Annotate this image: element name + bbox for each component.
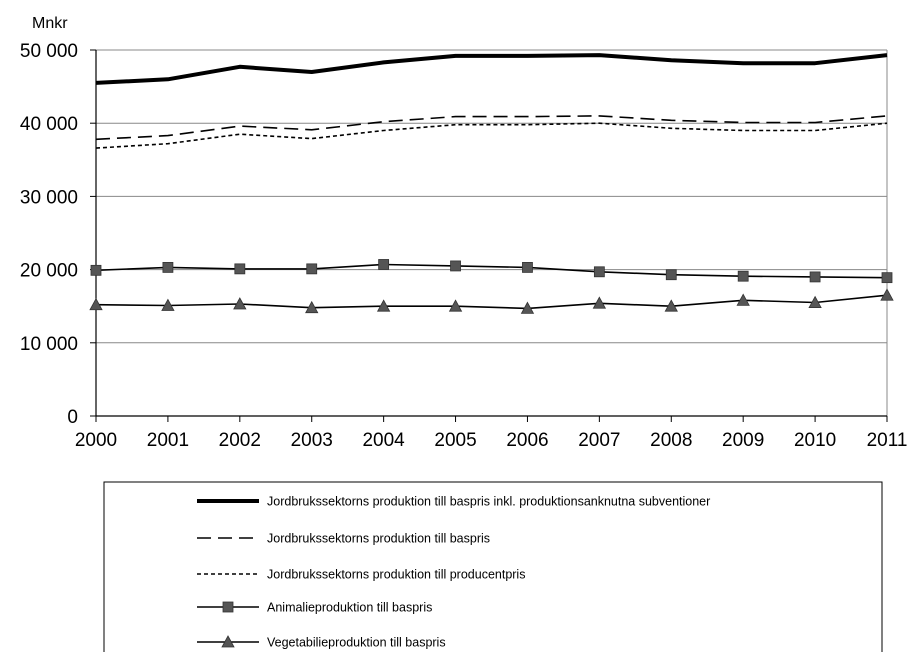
data-point <box>234 263 246 275</box>
data-point <box>880 288 894 301</box>
data-point <box>89 297 103 311</box>
data-point <box>162 262 174 273</box>
y-tick-label: 30 000 <box>20 187 78 208</box>
data-point <box>881 272 893 284</box>
data-point <box>306 263 318 275</box>
data-point <box>448 299 463 312</box>
legend-label: Animalieproduktion till baspris <box>267 601 432 615</box>
legend-box <box>103 481 883 652</box>
y-tick-label: 40 000 <box>20 114 78 135</box>
series-lines <box>89 53 894 314</box>
legend-marker <box>221 635 235 648</box>
data-point <box>305 300 319 314</box>
x-tick-label: 2009 <box>722 430 764 451</box>
data-point <box>665 269 677 281</box>
gridlines <box>96 49 887 344</box>
x-tick-label: 2001 <box>147 430 189 451</box>
x-tick-label: 2004 <box>362 430 405 451</box>
data-point <box>809 271 821 283</box>
y-tick-label: 50 000 <box>20 41 78 62</box>
series-line-3 <box>95 122 888 149</box>
x-tick-label: 2003 <box>291 430 333 451</box>
y-tick-label: 0 <box>67 407 78 428</box>
data-point <box>378 259 390 270</box>
x-tick-label: 2005 <box>434 430 476 451</box>
x-tick-label: 2007 <box>578 430 620 451</box>
data-point <box>161 298 175 311</box>
series-line-2 <box>95 115 888 141</box>
x-tick-label: 2011 <box>867 430 908 451</box>
data-point <box>592 296 607 309</box>
data-point <box>90 264 102 276</box>
y-tick-label: 10 000 <box>20 334 78 355</box>
x-tick-label: 2002 <box>219 430 261 451</box>
y-unit-label: Mnkr <box>32 15 68 32</box>
axes <box>90 49 888 422</box>
data-point <box>593 266 605 278</box>
data-point <box>664 299 678 312</box>
data-point <box>736 293 750 306</box>
x-tick-label: 2010 <box>794 430 836 451</box>
legend-marker <box>222 601 234 613</box>
data-point <box>376 299 391 312</box>
x-tick-labels: 2000 2001 2002 2003 2004 2005 2006 2007 2008 2009… <box>75 430 908 451</box>
series-line-1 <box>95 53 888 85</box>
legend-label: Vegetabilieproduktion till baspris <box>267 636 446 650</box>
x-tick-label: 2000 <box>75 430 117 451</box>
legend-label: Jordbrukssektorns produktion till produc… <box>267 568 525 582</box>
x-tick-label: 2006 <box>506 430 548 451</box>
legend: Jordbrukssektorns produktion till baspri… <box>103 481 883 652</box>
y-tick-labels: 0 10 000 20 000 30 000 40 000 50 000 <box>20 41 78 428</box>
data-point <box>522 262 533 273</box>
legend-label: Jordbrukssektorns produktion till baspri… <box>267 532 490 546</box>
data-point <box>233 297 247 310</box>
legend-label: Jordbrukssektorns produktion till baspri… <box>267 495 710 509</box>
x-tick-label: 2008 <box>650 430 692 451</box>
series-line-5 <box>95 294 888 310</box>
data-point <box>737 270 749 282</box>
series-line-4 <box>95 263 888 279</box>
data-point <box>520 301 535 314</box>
y-tick-label: 20 000 <box>20 261 78 282</box>
data-point <box>808 295 822 308</box>
data-point <box>450 260 461 272</box>
